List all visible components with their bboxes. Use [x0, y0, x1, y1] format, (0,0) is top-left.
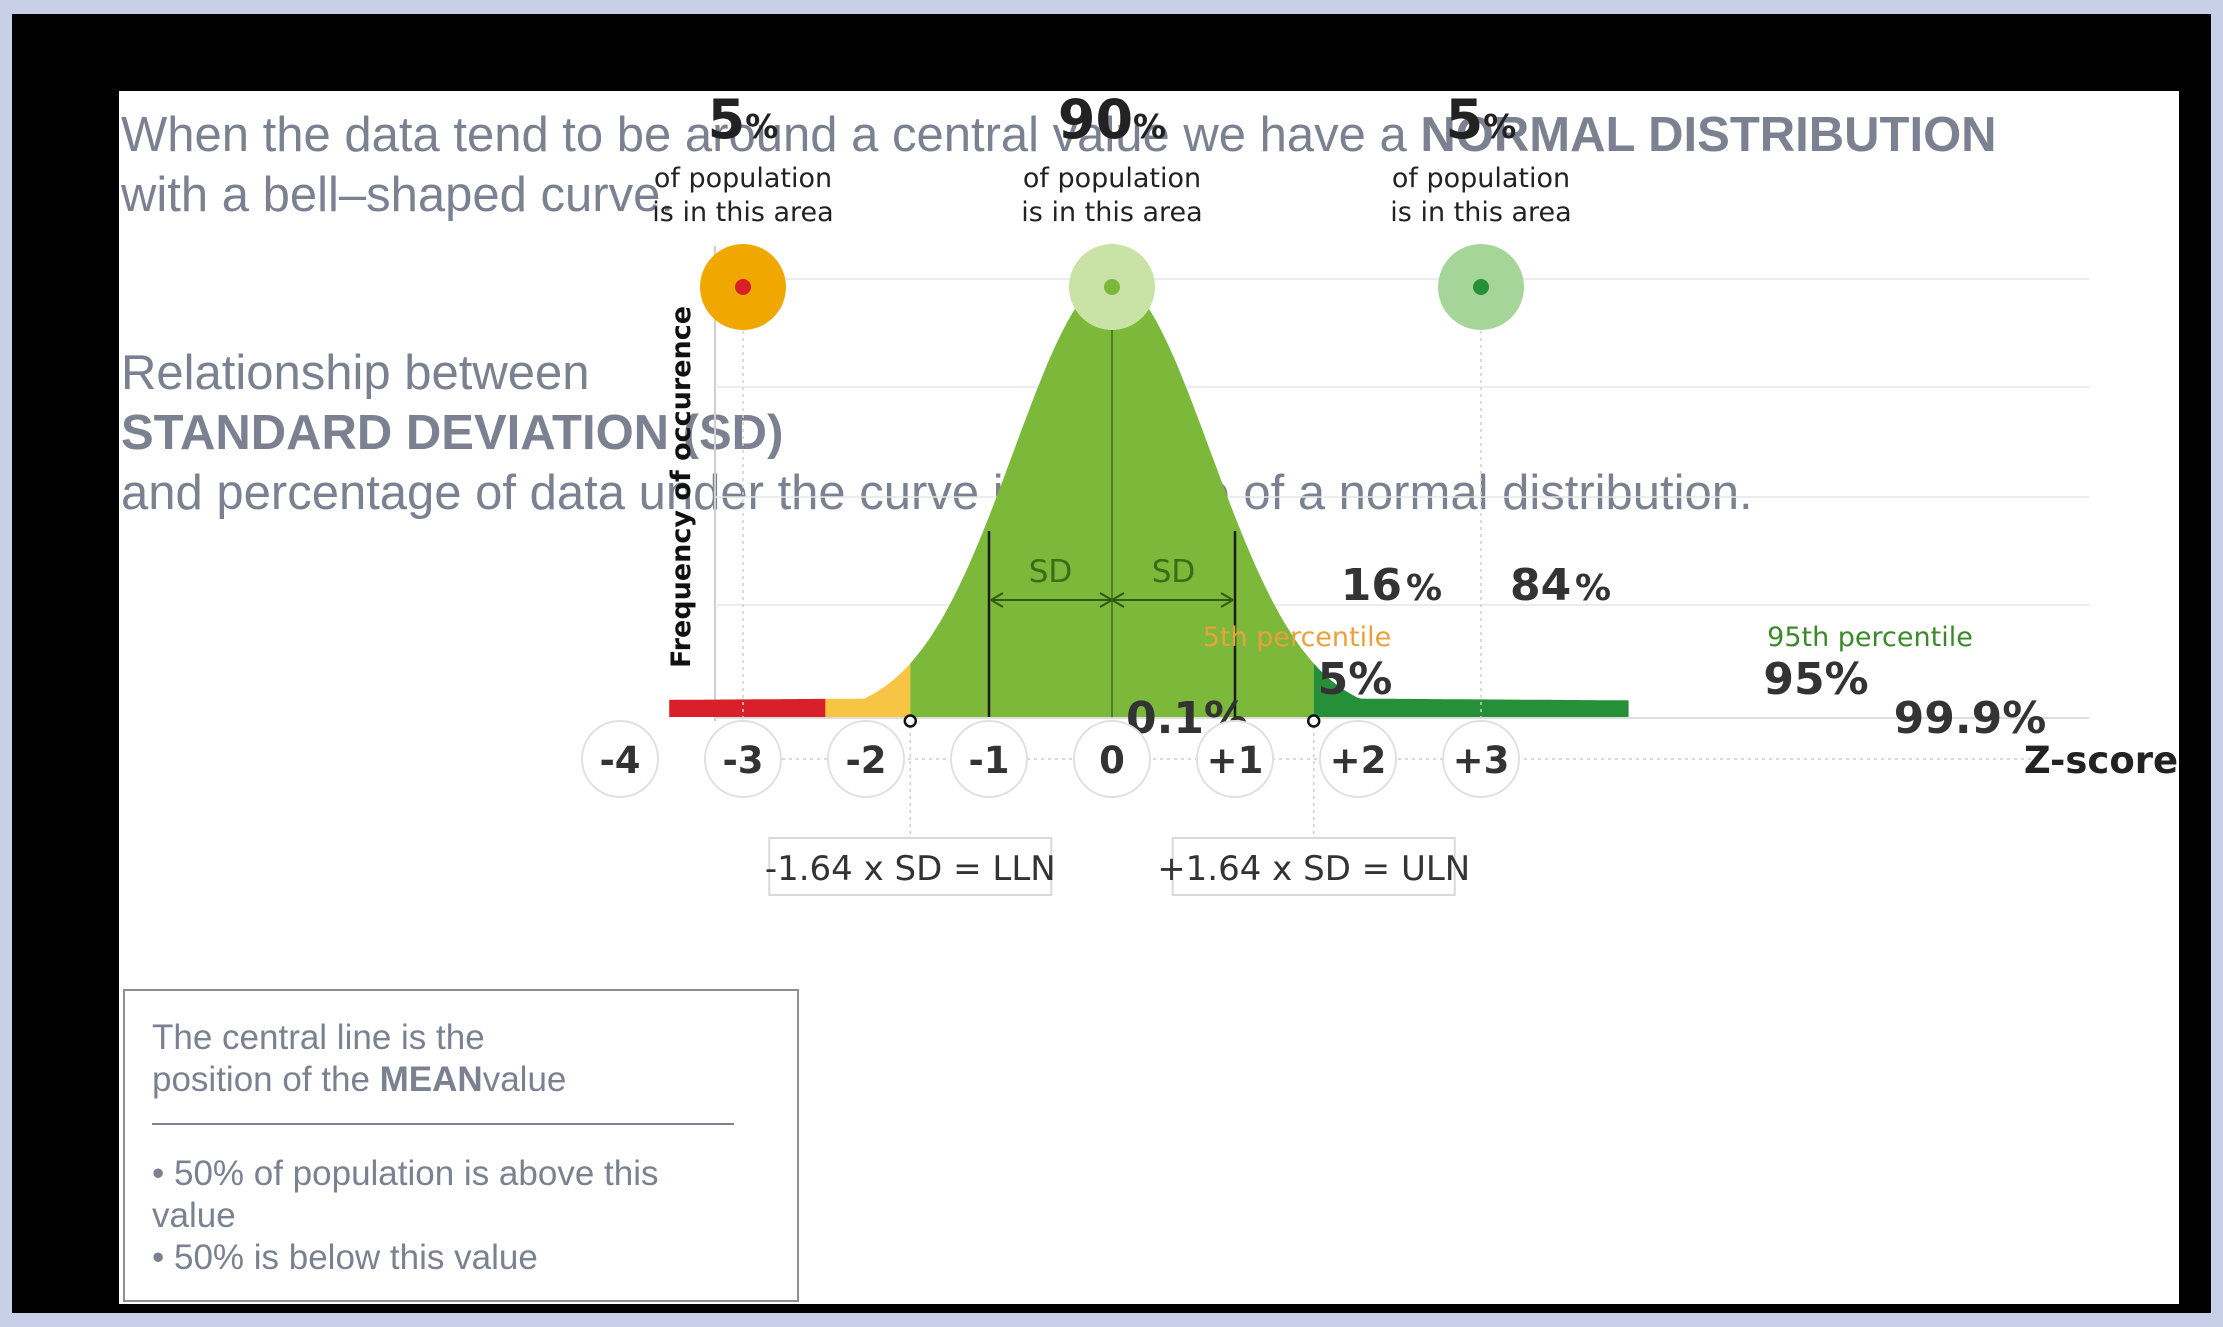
sd-arrow-head [1220, 592, 1234, 608]
sd-arrow-head [1099, 592, 1113, 608]
marker-caption-2: is in this area [1021, 197, 1202, 228]
note-bullet-1: • 50% of population is above this value [152, 1154, 659, 1235]
x-tick-circle [1073, 720, 1151, 798]
marker-caption-2: is in this area [1390, 197, 1571, 228]
note-line: The central line is the position of the … [152, 1017, 592, 1101]
marker-caption-1: of population [654, 163, 832, 194]
region-1 [825, 663, 911, 717]
lln-label: -1.64 x SD = LLN [765, 849, 1056, 889]
note-divider [152, 1123, 734, 1125]
x-tick-label: +3 [1453, 739, 1510, 782]
marker-dot [735, 279, 751, 295]
x-tick-label: -2 [845, 739, 886, 782]
label-16-percent: 16 [1341, 560, 1402, 611]
marker-value: 5% [708, 91, 779, 151]
sd-arrow-head [990, 592, 1004, 608]
note-bullet-2: • 50% is below this value [152, 1238, 538, 1277]
x-tick-circle [950, 720, 1028, 798]
intro2-strong: STANDARD DEVIATION (SD) [121, 406, 784, 460]
x-tick-circle [581, 720, 659, 798]
marker-dot [1104, 279, 1120, 295]
mean-note-box: The central line is the position of the … [123, 989, 799, 1302]
x-tick-label: 0 [1099, 739, 1125, 782]
region-0 [669, 698, 826, 717]
note-mean-strong: MEAN [379, 1060, 483, 1099]
marker-value: 5% [1446, 91, 1517, 151]
sd-right-label: SD [1152, 554, 1196, 590]
sd-arrow-head [1111, 592, 1125, 608]
label-5th-percentile: 5th percentile [1203, 622, 1392, 653]
intro1-text-b: with a bell–shaped curve. [121, 168, 674, 222]
marker-caption-1: of population [1023, 163, 1201, 194]
label-99-9-percent: 99.9% [1894, 693, 2047, 744]
region-3 [1313, 663, 1629, 717]
y-axis-label: Frequency of occurence [666, 306, 697, 668]
note-line-text-b: value [482, 1060, 567, 1099]
label-16-unit: % [1406, 568, 1442, 609]
x-tick-circle [1319, 720, 1397, 798]
uln-box [1171, 837, 1456, 896]
intro2-text: Relationship between [121, 346, 590, 400]
marker-unit: % [745, 107, 778, 146]
label-95th-percentile: 95th percentile [1767, 622, 1973, 653]
marker-dot [1473, 279, 1489, 295]
x-tick-label: -4 [599, 739, 640, 782]
x-tick-circle [1442, 720, 1520, 798]
x-tick-circle [704, 720, 782, 798]
note-line-text: The central line is the position of the [152, 1018, 485, 1099]
window-frame: When the data tend to be around a centra… [12, 14, 2211, 1313]
intro1-strong: NORMAL DISTRIBUTION [1420, 108, 1997, 162]
uln-point [1306, 714, 1321, 728]
intro1-text: When the data tend to be around a centra… [121, 108, 1421, 162]
sd-left-label: SD [1029, 554, 1073, 590]
intro-paragraph-1: When the data tend to be around a centra… [121, 105, 1997, 225]
x-tick-label: +2 [1330, 739, 1387, 782]
marker-caption-2: is in this area [652, 197, 833, 228]
label-5-percent: 5% [1318, 654, 1393, 705]
x-tick-circle [1196, 720, 1274, 798]
x-tick-label: -3 [722, 739, 763, 782]
lln-point [903, 714, 918, 728]
label-95-percent: 95% [1763, 654, 1868, 705]
x-axis-label: Z-score [2024, 739, 2178, 782]
x-tick-label: +1 [1207, 739, 1264, 782]
marker-unit: % [1133, 107, 1166, 146]
label-84-percent: 84 [1510, 560, 1571, 611]
x-tick-circle [827, 720, 905, 798]
uln-label: +1.64 x SD = ULN [1157, 849, 1470, 889]
slide: When the data tend to be around a centra… [119, 91, 2179, 1304]
marker-caption-1: of population [1392, 163, 1570, 194]
x-tick-label: -1 [968, 739, 1009, 782]
marker-value: 90% [1058, 91, 1166, 151]
label-84-unit: % [1575, 568, 1611, 609]
lln-box [768, 837, 1053, 896]
marker-unit: % [1483, 107, 1516, 146]
